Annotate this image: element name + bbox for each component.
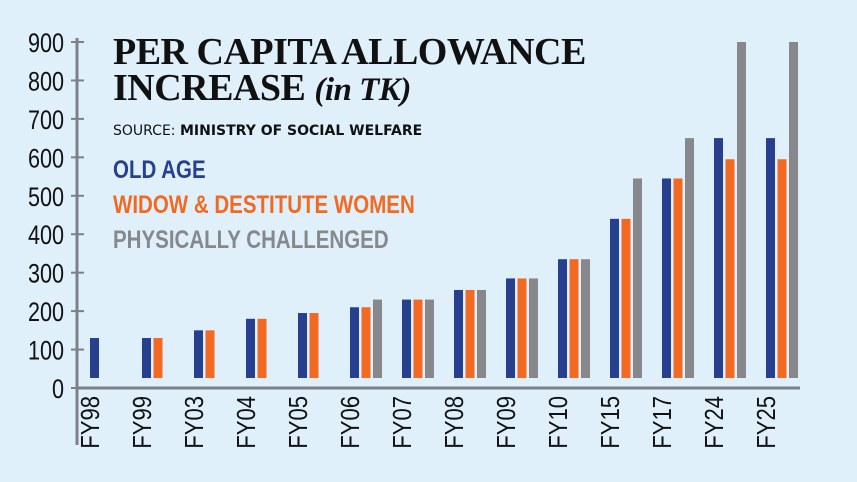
bar-fy15-series-2 — [633, 178, 642, 378]
x-tick-label: FY05 — [284, 396, 313, 449]
bar-fy17-series-1 — [673, 178, 683, 378]
bar-fy05-series-1 — [309, 313, 319, 378]
y-tick-label: 800 — [28, 67, 64, 97]
bar-fy05-series-0 — [298, 313, 307, 378]
bar-fy24-series-0 — [714, 138, 723, 378]
y-tick-label: 700 — [28, 106, 64, 136]
bar-fy25-series-0 — [766, 138, 775, 378]
bar-fy07-series-2 — [425, 299, 434, 378]
bar-fy06-series-2 — [373, 299, 382, 378]
x-tick-label: FY03 — [180, 396, 209, 449]
bar-fy10-series-1 — [569, 259, 579, 378]
x-tick-label: FY25 — [752, 396, 781, 449]
bar-fy24-series-2 — [737, 42, 746, 378]
bar-fy04-series-1 — [257, 318, 267, 378]
x-tick-label: FY17 — [648, 396, 677, 449]
bar-fy15-series-0 — [610, 218, 619, 378]
bar-fy10-series-2 — [581, 259, 590, 378]
x-tick-label: FY04 — [232, 396, 261, 449]
legend-old-age: OLD AGE — [113, 156, 206, 184]
bar-fy08-series-1 — [465, 289, 475, 378]
bar-fy24-series-1 — [725, 159, 735, 378]
y-tick-label: 0 — [52, 375, 64, 405]
y-tick-label: 200 — [28, 298, 64, 328]
bar-fy03-series-0 — [194, 330, 203, 378]
y-tick-label: 900 — [28, 29, 64, 59]
bar-fy08-series-0 — [454, 289, 463, 378]
x-tick-label: FY08 — [440, 396, 469, 449]
title-line-1: PER CAPITA ALLOWANCE — [113, 31, 586, 73]
x-tick-label: FY06 — [336, 396, 365, 449]
x-tick-label: FY99 — [128, 396, 157, 449]
bar-fy09-series-1 — [517, 278, 527, 378]
x-tick-label: FY15 — [596, 396, 625, 449]
x-tick-label: FY09 — [492, 396, 521, 449]
legend-physically-challenged: PHYSICALLY CHALLENGED — [113, 226, 389, 254]
title-unit: (in TK) — [314, 72, 411, 108]
bar-fy06-series-1 — [361, 307, 371, 378]
bar-fy06-series-0 — [350, 307, 359, 378]
bar-fy10-series-0 — [558, 259, 567, 378]
bar-fy08-series-2 — [477, 289, 486, 378]
bar-fy07-series-1 — [413, 299, 423, 378]
y-tick-label: 300 — [28, 259, 64, 289]
source-label: SOURCE: — [113, 123, 176, 139]
bar-fy15-series-1 — [621, 218, 631, 378]
bar-fy99-series-1 — [153, 338, 163, 378]
legend-widow: WIDOW & DESTITUTE WOMEN — [113, 191, 415, 219]
title-line-2: INCREASE — [113, 67, 306, 109]
bar-fy25-series-1 — [777, 159, 787, 378]
bar-fy07-series-0 — [402, 299, 411, 378]
bar-fy25-series-2 — [789, 42, 798, 378]
bar-fy03-series-1 — [205, 330, 215, 378]
bar-fy17-series-0 — [662, 178, 671, 378]
y-tick-label: 100 — [28, 336, 64, 366]
bar-fy04-series-0 — [246, 318, 255, 378]
x-tick-label: FY07 — [388, 396, 417, 449]
bar-fy09-series-2 — [529, 278, 538, 378]
y-tick-label: 500 — [28, 183, 64, 213]
y-tick-label: 400 — [28, 221, 64, 251]
bar-fy99-series-0 — [142, 338, 151, 378]
source-name: MINISTRY OF SOCIAL WELFARE — [179, 123, 423, 139]
y-tick-label: 600 — [28, 144, 64, 174]
bar-fy98-series-0 — [90, 338, 99, 378]
x-tick-label: FY24 — [700, 396, 729, 449]
bar-fy09-series-0 — [506, 278, 515, 378]
x-tick-label: FY10 — [544, 396, 573, 449]
source-note: SOURCE: MINISTRY OF SOCIAL WELFARE — [113, 123, 422, 139]
x-tick-label: FY98 — [76, 396, 105, 449]
chart-title: PER CAPITA ALLOWANCE INCREASE (in TK) — [113, 31, 586, 109]
bar-fy17-series-2 — [685, 138, 694, 378]
